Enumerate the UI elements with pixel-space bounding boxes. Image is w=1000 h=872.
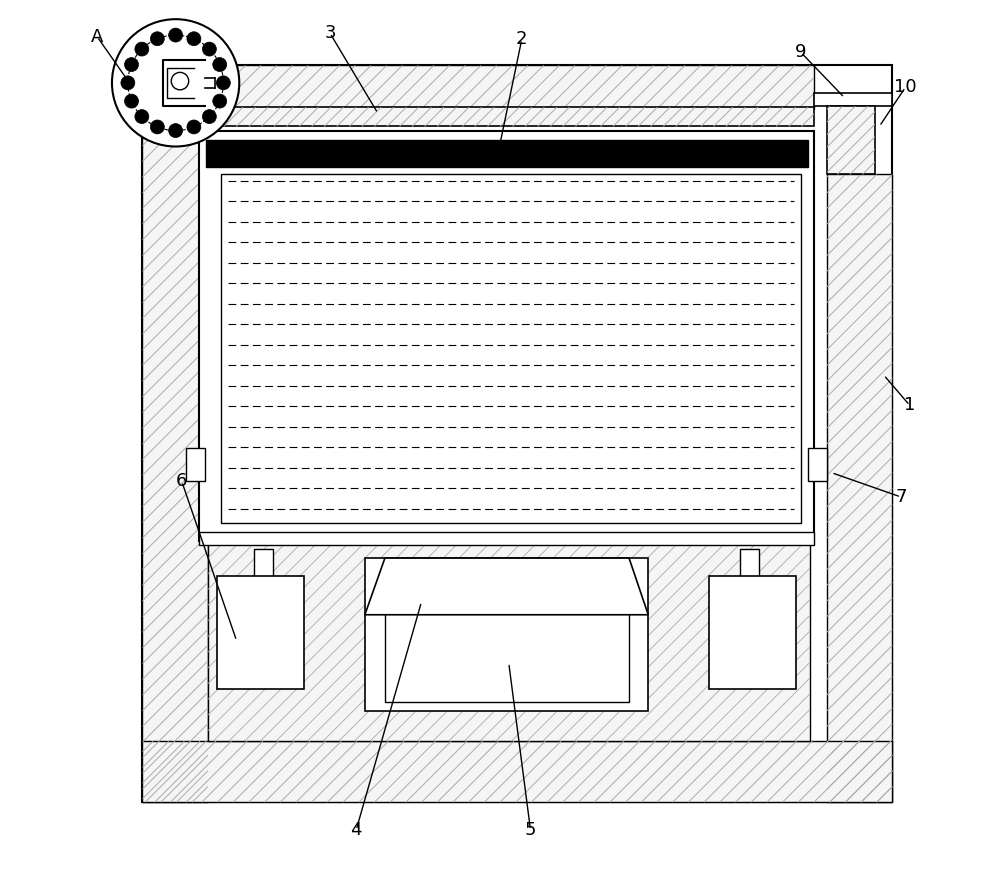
Bar	[709, 576, 796, 689]
Bar	[199, 131, 814, 541]
Text: 7: 7	[895, 488, 907, 506]
Circle shape	[125, 94, 138, 108]
Circle shape	[125, 58, 138, 72]
Text: 1: 1	[904, 397, 916, 414]
Text: 3: 3	[324, 24, 336, 42]
Bar	[814, 93, 892, 106]
Bar	[206, 140, 808, 167]
Bar	[142, 65, 892, 802]
Bar	[221, 174, 801, 523]
Bar	[365, 558, 648, 711]
Text: 6: 6	[176, 473, 187, 490]
Bar	[740, 549, 759, 619]
Bar	[217, 576, 304, 689]
Bar	[142, 107, 814, 126]
Circle shape	[169, 28, 183, 42]
Bar	[827, 174, 892, 802]
Circle shape	[187, 31, 201, 45]
Polygon shape	[365, 558, 648, 615]
Text: 9: 9	[795, 44, 807, 61]
Bar	[142, 65, 814, 109]
Bar	[142, 65, 208, 802]
Circle shape	[213, 58, 227, 72]
Circle shape	[150, 120, 164, 134]
Bar	[808, 448, 827, 481]
Bar	[385, 602, 629, 702]
Circle shape	[135, 42, 149, 56]
Text: 4: 4	[350, 821, 362, 839]
Circle shape	[171, 72, 189, 90]
Circle shape	[213, 94, 227, 108]
Text: 2: 2	[516, 31, 528, 48]
Bar	[254, 549, 273, 619]
Bar	[186, 448, 205, 481]
Text: A: A	[91, 28, 103, 45]
Circle shape	[187, 120, 201, 134]
Bar	[142, 741, 892, 802]
Text: 10: 10	[894, 78, 917, 96]
Circle shape	[202, 110, 216, 124]
Text: 5: 5	[525, 821, 536, 839]
Bar	[208, 541, 810, 741]
Circle shape	[169, 124, 183, 138]
Circle shape	[216, 76, 230, 90]
Bar	[199, 532, 814, 545]
Circle shape	[202, 42, 216, 56]
Circle shape	[150, 31, 164, 45]
Circle shape	[135, 110, 149, 124]
Circle shape	[121, 76, 135, 90]
Bar	[827, 106, 875, 174]
Circle shape	[112, 19, 239, 146]
